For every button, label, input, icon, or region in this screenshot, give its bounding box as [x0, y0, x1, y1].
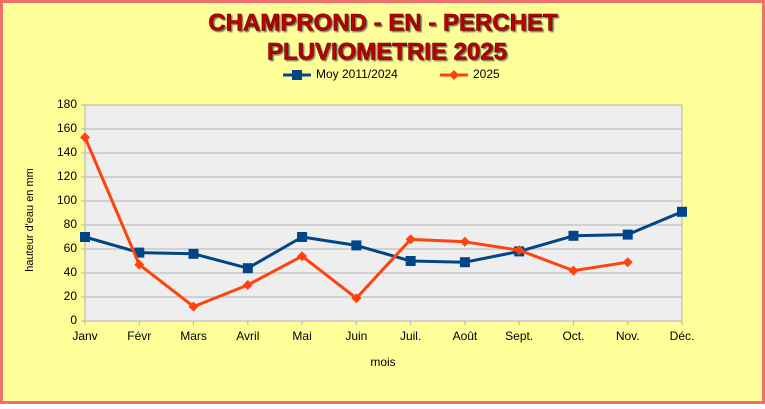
point [622, 229, 633, 240]
y-tick-label: 40 [64, 265, 78, 279]
x-tick-label: Juil. [400, 329, 421, 343]
y-tick-label: 100 [57, 193, 77, 207]
x-tick-label: Févr [127, 329, 151, 343]
y-tick-label: 160 [57, 121, 77, 135]
x-tick-label: Mai [292, 329, 311, 343]
point [134, 259, 145, 270]
series-line [84, 210, 683, 270]
point [351, 240, 362, 251]
x-tick-label: Sept. [505, 329, 533, 343]
point [405, 234, 416, 245]
legend-marker [449, 70, 459, 80]
point [188, 301, 199, 312]
point [134, 247, 145, 258]
point [297, 251, 308, 262]
legend-marker [292, 70, 302, 80]
x-tick-label: Août [453, 329, 478, 343]
plot-area [85, 105, 682, 321]
y-tick-label: 20 [64, 289, 78, 303]
legend-label: Moy 2011/2024 [316, 67, 398, 81]
point [351, 293, 362, 304]
legend-label: 2025 [473, 67, 500, 81]
y-axis-label: hauteur d'eau en mm [24, 168, 36, 272]
point [80, 232, 90, 242]
x-tick-label: Avril [236, 329, 259, 343]
point [242, 263, 253, 274]
point [188, 248, 199, 259]
point [677, 206, 687, 217]
y-tick-label: 80 [64, 217, 78, 231]
chart-subtitle: PLUVIOMETRIE 2025 [267, 38, 507, 65]
y-tick-label: 120 [57, 169, 77, 183]
point [242, 280, 253, 290]
x-tick-label: Juin [345, 329, 367, 343]
point [459, 236, 470, 247]
x-tick-label: Déc. [670, 329, 695, 343]
x-tick-label: Janv [72, 329, 97, 343]
point [80, 132, 90, 143]
x-axis-label: mois [370, 355, 395, 369]
y-tick-label: 0 [70, 313, 77, 327]
point [405, 256, 416, 266]
point [568, 265, 579, 276]
y-tick-label: 60 [64, 241, 78, 255]
y-tick-label: 180 [57, 97, 77, 111]
point [297, 232, 308, 242]
point [568, 230, 579, 241]
point [622, 257, 633, 268]
y-tick-label: 140 [57, 145, 77, 159]
point [459, 257, 470, 268]
chart-title: CHAMPROND - EN - PERCHET [208, 9, 558, 36]
x-tick-label: Oct. [562, 329, 584, 343]
x-tick-label: Nov. [616, 329, 640, 343]
point [514, 245, 525, 256]
x-tick-label: Mars [180, 329, 207, 343]
